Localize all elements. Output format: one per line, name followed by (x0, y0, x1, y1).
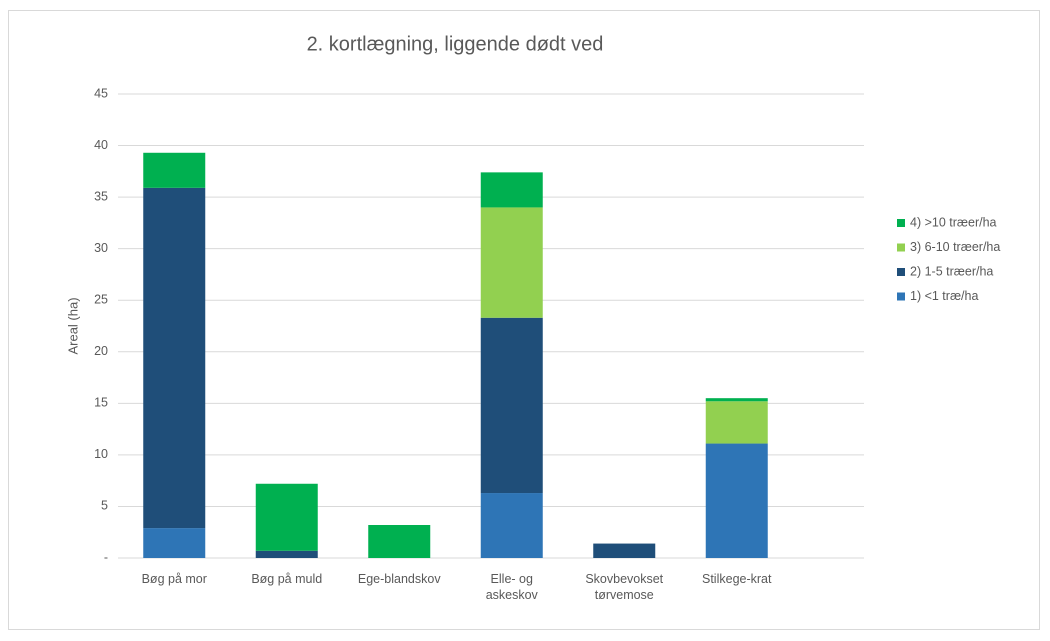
y-tick-label: 35 (94, 189, 108, 203)
x-tick-label: Bøg på mor (141, 572, 207, 586)
bar-segment (143, 152, 206, 188)
y-tick-label: 25 (94, 293, 108, 307)
bar-segment (705, 398, 768, 402)
y-tick-label: 15 (94, 396, 108, 410)
legend-label: 1) <1 træ/ha (910, 289, 978, 303)
chart-frame (8, 10, 1040, 630)
y-tick-label: - (104, 550, 108, 564)
y-axis-label: Areal (ha) (65, 297, 80, 354)
y-tick-label: 20 (94, 344, 108, 358)
legend-label: 3) 6-10 træer/ha (910, 240, 1000, 254)
bar-segment (480, 172, 543, 208)
bar-segment (705, 401, 768, 444)
bar-segment (255, 483, 318, 551)
chart-title: 2. kortlægning, liggende dødt ved (307, 33, 604, 55)
y-tick-label: 45 (94, 86, 108, 100)
bar-segment (255, 550, 318, 558)
legend-swatch (897, 243, 905, 252)
bar-segment (480, 493, 543, 558)
bar-segment (593, 543, 656, 558)
bar-segment (143, 528, 206, 558)
x-tick-label: Elle- og askeskov (485, 572, 538, 602)
y-tick-label: 5 (101, 499, 108, 513)
bar-segment (480, 207, 543, 318)
x-tick-label: Bøg på muld (251, 572, 323, 586)
legend-swatch (897, 268, 905, 276)
x-tick-label: Stilkege-krat (702, 572, 772, 586)
bar-segment (480, 317, 543, 494)
bar-segment (143, 187, 206, 529)
x-tick-label: Skovbevokset tørvemose (585, 572, 664, 602)
x-tick-label: Ege-blandskov (357, 572, 441, 586)
y-tick-label: 10 (94, 447, 108, 461)
bar-segment (705, 443, 768, 558)
bar-segment (368, 525, 431, 558)
legend-label: 2) 1-5 træer/ha (910, 264, 993, 278)
y-tick-label: 40 (94, 138, 108, 152)
legend-swatch (897, 219, 905, 227)
legend-swatch (897, 292, 905, 301)
legend-label: 4) >10 træer/ha (910, 215, 997, 229)
y-tick-label: 30 (94, 241, 108, 255)
